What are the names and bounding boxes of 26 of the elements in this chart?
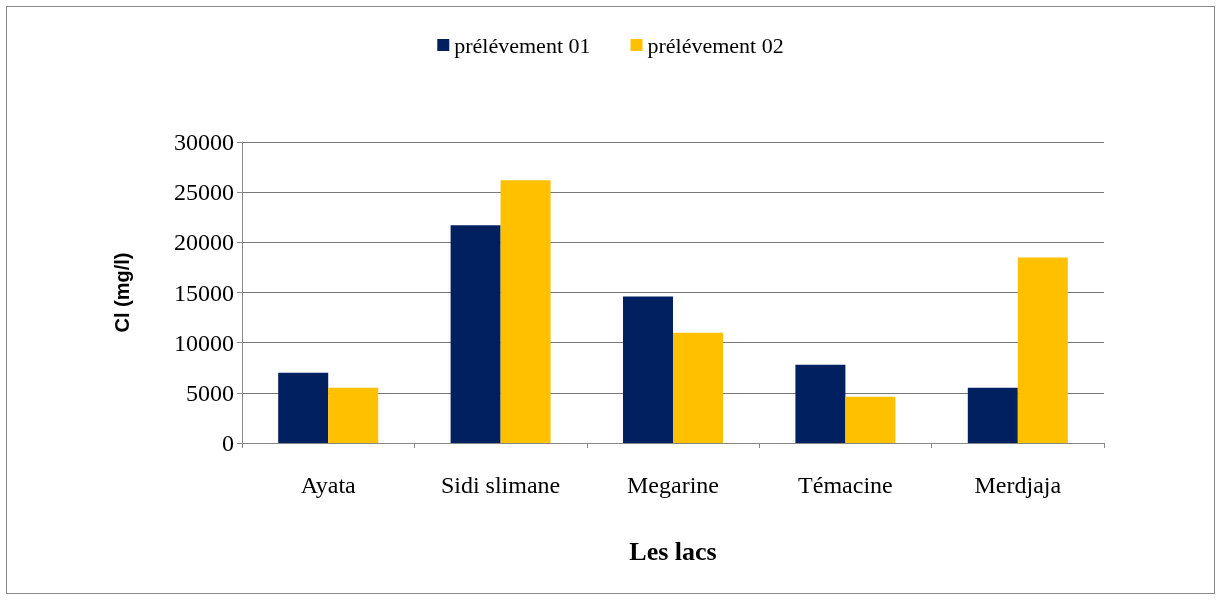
y-tick-label: 0: [222, 430, 234, 456]
y-tick-label: 25000: [174, 179, 234, 206]
x-tick-label: Megarine: [627, 472, 719, 498]
bar: [278, 372, 329, 443]
legend-label: prélévement 02: [647, 32, 784, 58]
bar: [450, 225, 501, 443]
y-axis-title: Cl (mg/l): [111, 252, 133, 333]
x-tick-label: Témacine: [798, 472, 893, 498]
legend-label: prélévement 01: [454, 32, 591, 58]
x-tick-label: Merdjaja: [974, 472, 1062, 498]
y-tick-label: 15000: [174, 279, 234, 306]
bar: [623, 296, 673, 443]
y-tick-label: 10000: [174, 329, 234, 356]
bar: [673, 332, 723, 443]
x-tick-label: Sidi slimane: [440, 472, 561, 498]
x-tick-label: Ayata: [300, 472, 357, 498]
y-tick-label: 30000: [174, 129, 234, 155]
bar: [1017, 257, 1068, 443]
bar: [500, 180, 551, 443]
y-tick-label: 20000: [174, 229, 234, 256]
bar: [795, 364, 846, 443]
bar: [845, 396, 896, 443]
bar: [328, 387, 379, 443]
x-axis-title: Les lacs: [629, 536, 717, 566]
y-tick-label: 5000: [186, 379, 234, 406]
bar: [967, 387, 1018, 443]
